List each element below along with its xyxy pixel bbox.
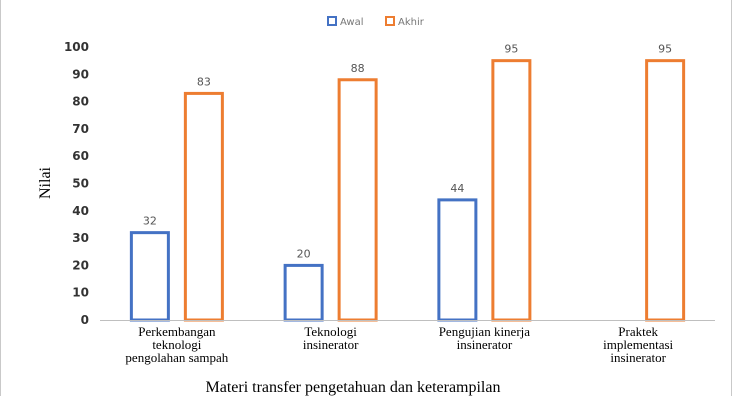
data-label-akhir-4: 95 xyxy=(658,43,672,56)
bar-awal-1 xyxy=(129,231,170,322)
x-tick-label: Praktek implementasi insinerator xyxy=(603,324,673,365)
y-tick-label: 30 xyxy=(72,231,89,245)
data-label-akhir-2: 88 xyxy=(351,62,365,75)
y-axis-title: Nilai xyxy=(37,166,54,199)
y-tick-label: 80 xyxy=(72,95,89,109)
y-tick-label: 60 xyxy=(72,149,89,163)
x-tick-label: Teknologi insinerator xyxy=(303,324,359,352)
data-label-awal-3: 44 xyxy=(450,182,464,195)
bar-akhir-4 xyxy=(645,59,686,322)
y-tick-label: 100 xyxy=(64,40,89,54)
x-tick-label: Pengujian kinerja insinerator xyxy=(439,324,531,352)
legend-label-awal: Awal xyxy=(340,17,364,28)
bars xyxy=(129,59,686,322)
y-tick-label: 0 xyxy=(81,313,89,327)
y-tick-label: 40 xyxy=(72,204,89,218)
y-tick-label: 70 xyxy=(72,122,89,136)
data-label-awal-1: 32 xyxy=(143,215,157,228)
x-tick-label: Perkembangan teknologi pengolahan sampah xyxy=(125,324,228,365)
legend: Awal Akhir xyxy=(327,16,425,28)
legend-label-akhir: Akhir xyxy=(398,17,425,28)
legend-swatch-awal xyxy=(327,16,337,26)
data-labels: 32 83 20 88 44 95 95 xyxy=(143,43,672,261)
bar-awal-2 xyxy=(283,263,324,322)
bar-akhir-2 xyxy=(337,78,378,322)
x-axis-ticks: Perkembangan teknologi pengolahan sampah Te… xyxy=(125,324,673,365)
y-tick-label: 90 xyxy=(72,67,89,81)
data-label-akhir-3: 95 xyxy=(504,43,518,56)
y-tick-label: 10 xyxy=(72,286,89,300)
y-tick-label: 50 xyxy=(72,177,89,191)
bar-awal-3 xyxy=(437,198,478,322)
bar-akhir-1 xyxy=(183,91,224,322)
y-tick-label: 20 xyxy=(72,258,89,272)
bar-akhir-3 xyxy=(491,59,532,322)
legend-swatch-akhir xyxy=(385,16,395,26)
data-label-akhir-1: 83 xyxy=(197,75,211,88)
x-axis-title: Materi transfer pengetahuan dan keteramp… xyxy=(206,379,501,396)
data-label-awal-2: 20 xyxy=(297,247,311,260)
y-axis-ticks: 0 10 20 30 40 50 60 70 80 90 100 xyxy=(64,40,89,327)
